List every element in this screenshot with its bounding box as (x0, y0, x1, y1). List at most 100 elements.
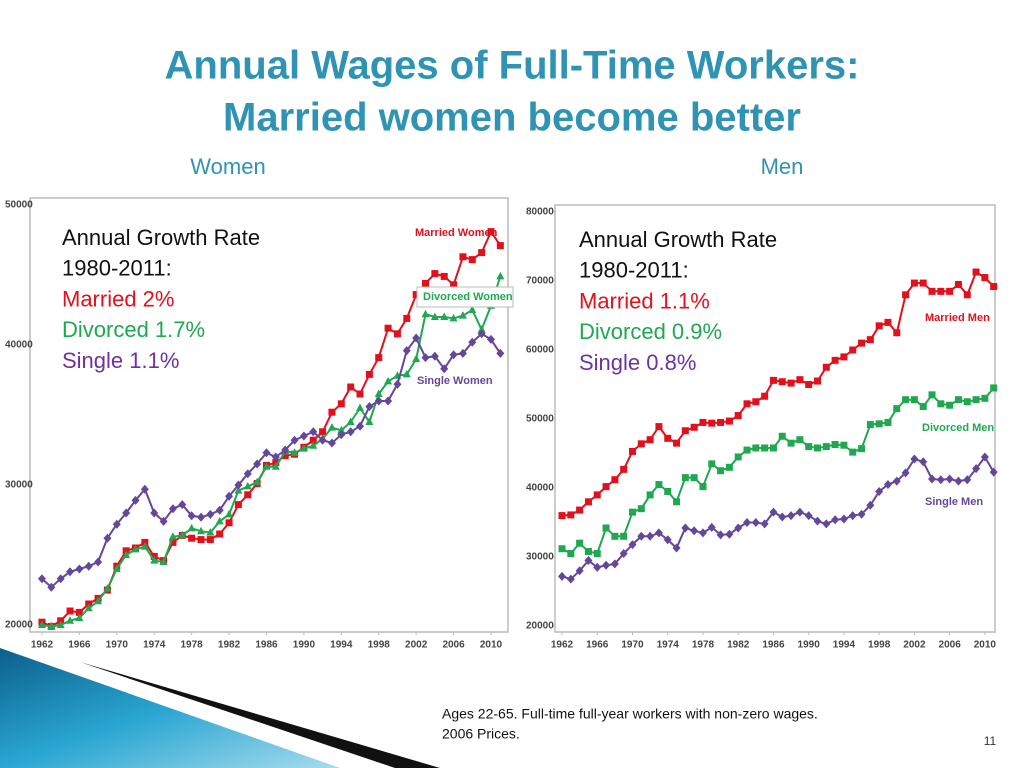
marker (584, 555, 593, 565)
y-tick-label: 20000 (5, 620, 33, 631)
marker (893, 405, 901, 413)
x-tick-label: 2002 (405, 640, 428, 651)
marker (954, 476, 963, 486)
marker (919, 279, 927, 287)
marker (412, 333, 421, 343)
marker (866, 336, 874, 344)
chart-title: Men (761, 154, 804, 179)
marker (477, 329, 486, 339)
marker (567, 511, 575, 519)
marker (928, 391, 936, 399)
marker (75, 564, 84, 574)
marker (94, 596, 103, 605)
marker (655, 481, 663, 489)
marker (822, 363, 830, 371)
legend-box (416, 286, 514, 308)
marker (875, 322, 883, 330)
y-tick-label: 60000 (526, 345, 554, 356)
marker (421, 309, 430, 318)
marker (234, 480, 243, 490)
marker (858, 445, 866, 453)
series-label: Married Men (925, 312, 990, 324)
marker (103, 584, 112, 592)
marker (458, 348, 467, 358)
x-tick-label: 1986 (255, 640, 278, 651)
marker (103, 533, 112, 543)
marker (112, 519, 121, 529)
marker (681, 523, 690, 533)
marker (637, 531, 646, 541)
marker (584, 547, 592, 555)
marker (611, 532, 619, 540)
marker (584, 498, 592, 506)
marker (402, 346, 411, 356)
marker (365, 370, 373, 378)
marker (365, 402, 374, 412)
marker (990, 283, 998, 291)
marker (56, 574, 65, 584)
marker (972, 268, 980, 276)
annotation: Annual Growth Rate (62, 225, 260, 250)
marker (440, 312, 449, 320)
marker (159, 557, 168, 565)
marker (805, 443, 813, 451)
annotation: Married 1.1% (579, 288, 710, 313)
marker (752, 398, 760, 406)
marker (751, 518, 760, 527)
marker (206, 509, 215, 519)
x-tick-label: 1978 (692, 640, 715, 651)
annotation: 1980-2011: (62, 256, 172, 281)
marker (946, 401, 954, 409)
marker (963, 291, 971, 299)
marker (602, 483, 610, 491)
marker (468, 305, 477, 313)
marker (421, 353, 430, 363)
marker (954, 396, 962, 404)
marker (477, 325, 486, 333)
marker (197, 536, 205, 544)
marker (849, 346, 857, 354)
marker (743, 518, 752, 527)
marker (849, 448, 857, 456)
marker (707, 522, 716, 532)
marker (271, 452, 280, 462)
marker (699, 483, 707, 491)
marker (910, 279, 918, 287)
marker (734, 453, 742, 461)
marker (290, 435, 299, 445)
marker (593, 550, 601, 558)
marker (734, 412, 742, 420)
marker (122, 550, 131, 558)
annotation: Single 0.8% (579, 350, 696, 375)
plot-frame (29, 197, 509, 633)
marker (769, 376, 777, 384)
x-tick-label: 1974 (657, 640, 680, 651)
marker (374, 389, 383, 397)
marker (980, 452, 989, 462)
x-tick-label: 1962 (551, 640, 574, 651)
marker (937, 287, 945, 295)
marker (374, 396, 383, 406)
marker (122, 508, 131, 518)
marker (188, 534, 196, 542)
marker (646, 436, 654, 444)
x-tick-label: 2006 (939, 640, 962, 651)
marker (215, 516, 224, 525)
marker (576, 506, 584, 514)
marker (866, 421, 874, 429)
marker (234, 501, 242, 509)
marker (673, 439, 681, 447)
marker (699, 418, 707, 426)
marker (936, 475, 945, 485)
marker (575, 566, 584, 576)
marker (611, 476, 619, 484)
marker (620, 465, 628, 473)
y-tick-label: 30000 (526, 552, 554, 563)
marker (375, 354, 383, 362)
marker (831, 441, 839, 449)
marker (243, 469, 252, 479)
marker (262, 448, 271, 458)
marker (787, 379, 795, 387)
marker (486, 334, 495, 344)
